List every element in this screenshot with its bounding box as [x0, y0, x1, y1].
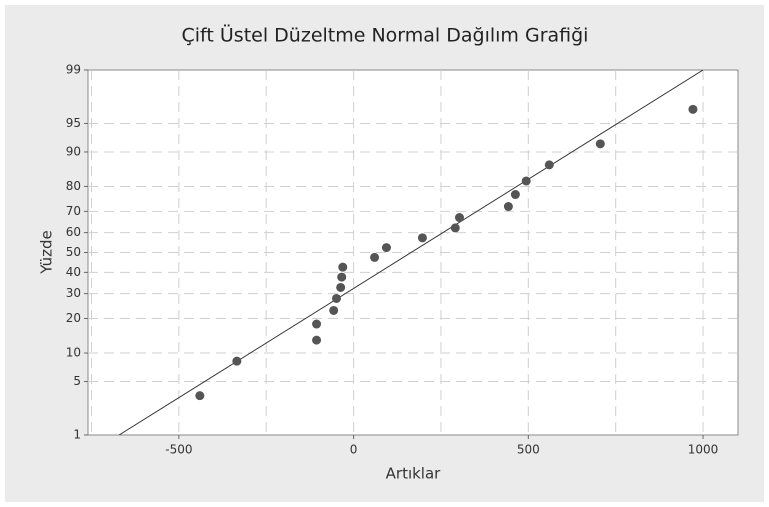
chart-title: Çift Üstel Düzeltme Normal Dağılım Grafi… — [182, 24, 589, 47]
point — [336, 282, 346, 292]
y-tick-label: 50 — [66, 245, 81, 259]
y-tick-label: 1 — [73, 428, 81, 442]
y-tick-label: 5 — [73, 374, 81, 388]
point — [450, 223, 460, 233]
y-tick-label: 95 — [66, 116, 81, 130]
y-tick-label: 70 — [66, 204, 81, 218]
y-tick-label: 60 — [66, 225, 81, 239]
x-tick-label: 500 — [517, 443, 540, 457]
point — [195, 391, 205, 401]
point — [544, 160, 554, 170]
y-tick-label: 99 — [66, 63, 81, 77]
point — [329, 305, 339, 315]
point — [595, 139, 605, 149]
x-axis-label: Artıklar — [386, 465, 442, 483]
y-tick-label: 10 — [66, 346, 81, 360]
y-axis-label: Yüzde — [38, 230, 56, 275]
y-tick-label: 40 — [66, 265, 81, 279]
point — [331, 293, 341, 303]
point — [312, 319, 322, 329]
y-tick-label: 80 — [66, 179, 81, 193]
point — [454, 213, 464, 223]
point — [510, 190, 520, 200]
x-tick-label: 0 — [350, 443, 358, 457]
y-tick-label: 20 — [66, 311, 81, 325]
point — [381, 243, 391, 253]
point — [688, 104, 698, 114]
point — [417, 233, 427, 243]
fit-line — [118, 70, 704, 435]
point — [232, 356, 242, 366]
point — [312, 335, 322, 345]
x-tick-label: 1000 — [688, 443, 719, 457]
y-tick-label: 90 — [66, 144, 81, 158]
x-tick-label: -500 — [165, 443, 192, 457]
point — [370, 252, 380, 262]
point — [521, 176, 531, 186]
point — [503, 202, 513, 212]
point — [337, 272, 347, 282]
point — [338, 262, 348, 272]
y-tick-label: 30 — [66, 286, 81, 300]
